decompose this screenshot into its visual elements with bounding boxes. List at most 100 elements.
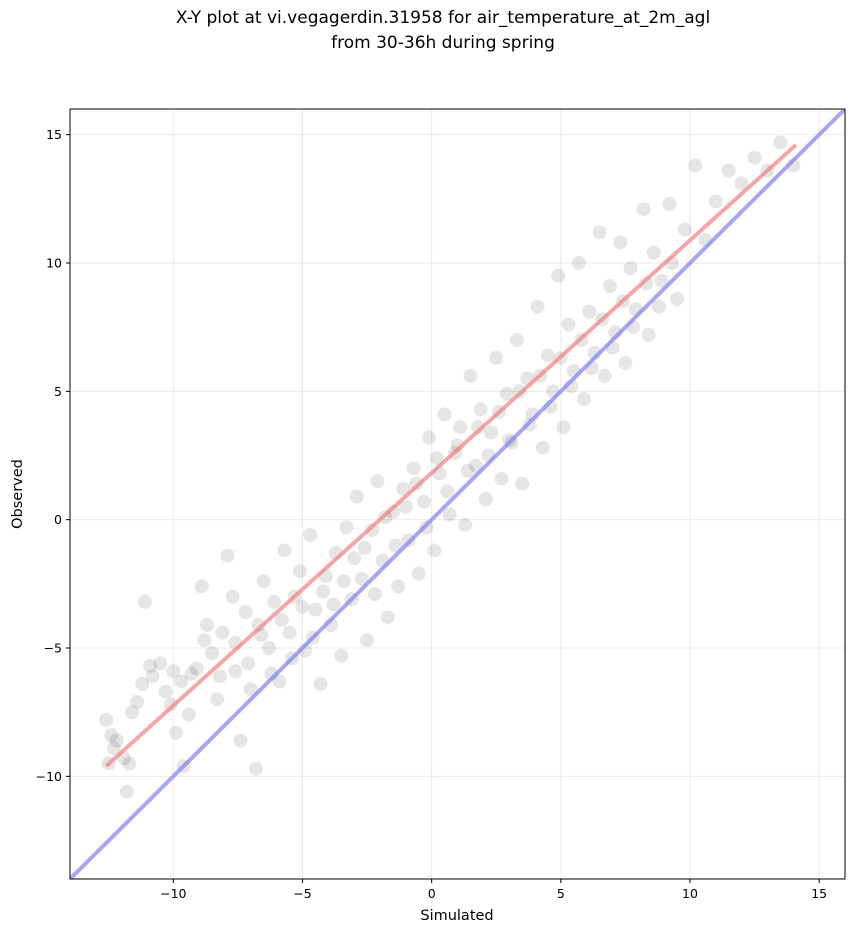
scatter-point	[453, 420, 468, 435]
scatter-point	[137, 594, 152, 609]
scatter-point	[205, 646, 220, 661]
scatter-point	[636, 202, 651, 217]
scatter-point	[99, 712, 114, 727]
scatter-point	[370, 474, 385, 489]
scatter-point	[561, 317, 576, 332]
scatter-point	[367, 587, 382, 602]
scatter-point	[530, 299, 545, 314]
scatter-point	[468, 458, 483, 473]
scatter-point	[406, 461, 421, 476]
scatter-point	[334, 648, 349, 663]
scatter-point	[308, 602, 323, 617]
scatter-point	[261, 641, 276, 655]
scatter-point	[256, 574, 271, 589]
reference-lines	[70, 109, 845, 879]
scatter-point	[277, 543, 292, 558]
scatter-point	[623, 261, 638, 276]
fit-line	[104, 143, 798, 768]
scatter-point	[339, 520, 354, 535]
scatter-point	[184, 666, 199, 681]
scatter-point	[189, 661, 204, 676]
scatter-point	[109, 733, 124, 748]
scatter-point	[677, 222, 692, 237]
scatter-point	[295, 599, 310, 614]
scatter-point	[238, 605, 253, 620]
x-tick-label: −10	[160, 886, 186, 901]
scatter-point	[158, 684, 173, 699]
scatter-point	[670, 291, 685, 306]
scatter-point	[357, 540, 372, 555]
y-axis-ticks: −10 −5 0 5 10 15	[36, 127, 70, 784]
scatter-point	[429, 451, 444, 466]
scatter-point	[484, 425, 499, 440]
scatter-point	[292, 564, 307, 578]
scatter-point	[272, 674, 287, 689]
scatter-point	[336, 574, 351, 589]
scatter-point	[747, 150, 762, 165]
scatter-point	[225, 589, 240, 604]
scatter-point	[597, 368, 612, 383]
grid-lines	[70, 109, 845, 879]
x-axis-ticks: −10 −5 0 5 10 15	[160, 879, 827, 901]
scatter-point	[602, 279, 617, 294]
scatter-point	[145, 669, 160, 684]
y-tick-label: −5	[44, 641, 62, 656]
scatter-point	[122, 756, 137, 771]
scatter-point	[613, 235, 628, 250]
scatter-point	[646, 245, 661, 260]
x-axis-label: Simulated	[420, 908, 493, 924]
scatter-point	[773, 135, 788, 150]
scatter-point	[380, 610, 395, 625]
scatter-point	[174, 674, 189, 689]
scatter-point	[551, 268, 566, 283]
x-tick-label: 5	[557, 886, 565, 901]
scatter-point	[473, 402, 488, 417]
scatter-point	[347, 551, 362, 566]
y-axis-label: Observed	[10, 459, 26, 529]
scatter-point	[422, 430, 437, 445]
scatter-point	[104, 728, 119, 743]
scatter-point	[540, 348, 555, 363]
scatter-point	[708, 194, 723, 209]
scatter-point	[411, 566, 426, 581]
scatter-point	[181, 707, 196, 722]
scatter-point	[582, 304, 597, 319]
scatter-point	[391, 579, 406, 594]
x-tick-label: 15	[811, 886, 827, 901]
scatter-point	[396, 481, 411, 496]
scatter-point	[458, 517, 473, 532]
scatter-point	[654, 273, 669, 288]
scatter-point	[618, 356, 633, 371]
scatter-point	[194, 579, 209, 594]
scatter-point	[210, 692, 225, 707]
scatter-point	[119, 784, 134, 799]
scatter-point	[463, 368, 478, 383]
scatter-point	[592, 225, 607, 240]
scatter-point	[409, 476, 424, 491]
scatter-point	[135, 676, 150, 691]
scatter-points	[99, 135, 801, 799]
scatter-point	[440, 484, 455, 499]
scatter-point	[168, 725, 183, 740]
scatter-point	[220, 548, 235, 563]
scatter-point	[228, 664, 243, 679]
x-tick-label: 10	[682, 886, 698, 901]
scatter-point	[388, 538, 403, 553]
chart-title: X-Y plot at vi.vegagerdin.31958 for air_…	[176, 8, 710, 28]
scatter-point	[313, 676, 328, 691]
y-tick-label: 5	[54, 384, 62, 399]
scatter-point	[251, 617, 266, 632]
scatter-point	[494, 471, 509, 486]
scatter-point	[460, 463, 475, 478]
x-tick-label: −5	[293, 886, 311, 901]
x-tick-label: 0	[428, 886, 436, 901]
scatter-point	[233, 733, 248, 748]
scatter-point	[241, 656, 256, 671]
scatter-point	[515, 476, 530, 491]
scatter-point	[489, 350, 504, 365]
y-tick-label: 0	[54, 512, 62, 527]
scatter-point	[360, 633, 375, 648]
scatter-point	[199, 617, 214, 632]
scatter-point	[326, 597, 341, 612]
scatter-point	[106, 741, 121, 756]
